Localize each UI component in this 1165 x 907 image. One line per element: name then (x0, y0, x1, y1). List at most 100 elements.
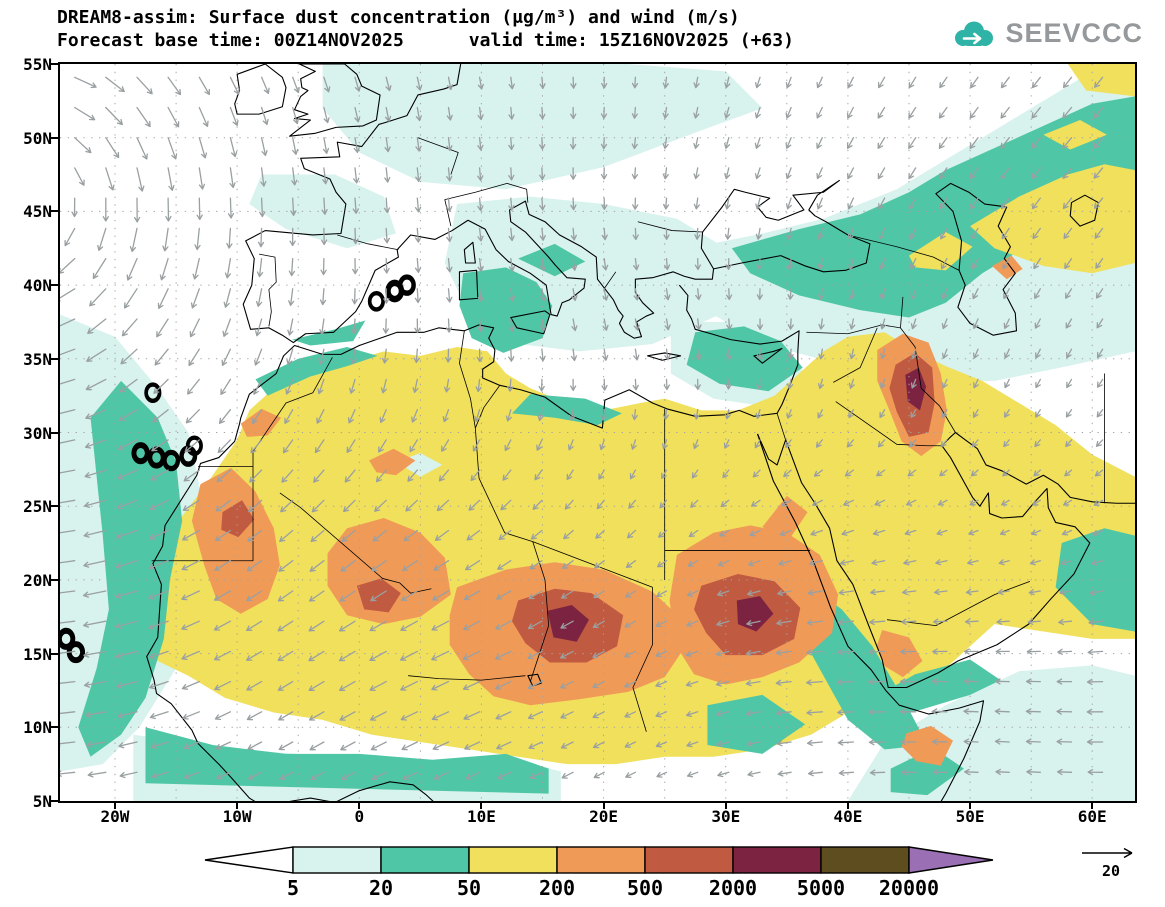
dust-region (369, 448, 416, 476)
lon-axis-tick (846, 801, 849, 809)
colorbar-tick-label: 200 (538, 876, 576, 900)
lat-axis-label: 50N (23, 128, 52, 148)
colorbar-bar (204, 846, 994, 874)
wind-reference-arrow-icon (1082, 847, 1133, 859)
lake-chad (528, 674, 541, 686)
wind-reference: 20 (1080, 844, 1142, 880)
lat-axis-label: 5N (32, 792, 52, 811)
coastline-crete (648, 353, 681, 360)
lat-axis-label: 45N (23, 202, 52, 222)
colorbar-above-max-arrow (908, 846, 994, 874)
lat-axis-label: 25N (23, 497, 52, 517)
lat-axis-tick (51, 505, 59, 508)
lon-axis-tick (969, 801, 972, 809)
coastline-corsica (464, 242, 475, 263)
dust-concentration-map (60, 64, 1135, 801)
dust-region (1055, 528, 1135, 632)
lon-axis-tick (480, 801, 483, 809)
dust-region (327, 517, 451, 625)
lon-axis-label: 20W (100, 807, 130, 826)
coastline-sicily (511, 311, 550, 334)
chart-subtitle: Forecast base time: 00Z14NOV2025 valid t… (57, 30, 794, 51)
dust-region (909, 232, 973, 271)
dust-region (240, 408, 282, 437)
seevccc-logo-text: SEEVCCC (1005, 18, 1143, 48)
colorbar-tick-label: 2000 (708, 876, 758, 900)
dust-contour-fills (60, 64, 1135, 801)
dust-region (905, 367, 927, 411)
dust-region (78, 380, 183, 757)
colorbar-tick-label: 50 (456, 876, 482, 900)
lon-axis-label: 0 (354, 807, 365, 826)
lat-axis-tick (51, 578, 59, 581)
colorbar-tick-label: 5 (286, 876, 300, 900)
dust-region (459, 267, 553, 353)
lon-axis-tick (358, 801, 361, 809)
dust-region (731, 96, 1135, 318)
lat-axis-label: 20N (23, 570, 52, 590)
coastline-africa-north (147, 285, 799, 801)
dust-region (762, 495, 808, 544)
lat-axis-label: 15N (23, 644, 52, 664)
coastline-red-sea-africa (758, 434, 984, 801)
coastline-black-sea (701, 180, 870, 271)
lon-axis-tick (602, 801, 605, 809)
colorbar-segment (556, 846, 646, 874)
dust-region (1043, 120, 1107, 150)
dust-region (1067, 64, 1135, 97)
lon-axis-label: 50E (955, 807, 985, 826)
colorbar-segment (292, 846, 382, 874)
lat-axis-label: 10N (23, 718, 52, 738)
lon-axis-tick (236, 801, 239, 809)
coastline-sardinia (459, 270, 477, 299)
lon-axis-tick (113, 801, 116, 809)
seevccc-logo: SEEVCCC (950, 18, 1143, 49)
coastline-arabia (786, 433, 1135, 688)
map-plot-area (58, 62, 1137, 803)
colorbar-segment (644, 846, 734, 874)
colorbar-tick-label: 20 (368, 876, 394, 900)
lat-axis-tick (51, 284, 59, 287)
geography-lines (60, 64, 1135, 801)
lat-axis-label: 35N (23, 349, 52, 369)
dust-region (877, 630, 923, 678)
colorbar-segment (468, 846, 558, 874)
dust-region (872, 659, 1001, 720)
lat-axis-label: 30N (23, 423, 52, 443)
dust-level-50-200-ne-group (909, 64, 1135, 274)
lat-axis-tick (51, 357, 59, 360)
lon-axis-label: 20E (589, 807, 619, 826)
dust-region (736, 596, 774, 632)
coastline-aral (1070, 195, 1098, 226)
coastline-sinai (758, 434, 786, 465)
lat-axis-tick (51, 726, 59, 729)
dust-region (970, 164, 1135, 274)
wind-reference-value: 20 (1101, 862, 1121, 880)
lon-axis-label: 10E (466, 807, 496, 826)
colorbar-tick-label: 500 (626, 876, 664, 900)
lat-axis-tick (51, 431, 59, 434)
dust-region (901, 725, 953, 766)
coastline-ireland (235, 64, 286, 114)
seevccc-cloud-icon (955, 21, 994, 46)
colorbar-below-min-arrow (204, 846, 294, 874)
colorbar-segment (820, 846, 910, 874)
colorbar-tick-label: 20000 (878, 876, 940, 900)
coastline-britain (290, 64, 380, 136)
dust-region (511, 394, 622, 426)
lat-axis-tick (51, 800, 59, 802)
colorbar-segment (732, 846, 822, 874)
lon-axis-label: 60E (1077, 807, 1107, 826)
lon-axis-label: 10W (222, 807, 252, 826)
dust-region (707, 694, 806, 754)
lon-axis-label: 30E (711, 807, 741, 826)
lat-axis-tick (51, 210, 59, 213)
lat-axis-tick (51, 63, 59, 65)
colorbar-segment (380, 846, 470, 874)
wind-arrows (60, 76, 1104, 781)
lat-axis-label: 40N (23, 276, 52, 296)
lat-axis-tick (51, 652, 59, 655)
country-borders (152, 138, 1105, 732)
lon-axis-tick (724, 801, 727, 809)
